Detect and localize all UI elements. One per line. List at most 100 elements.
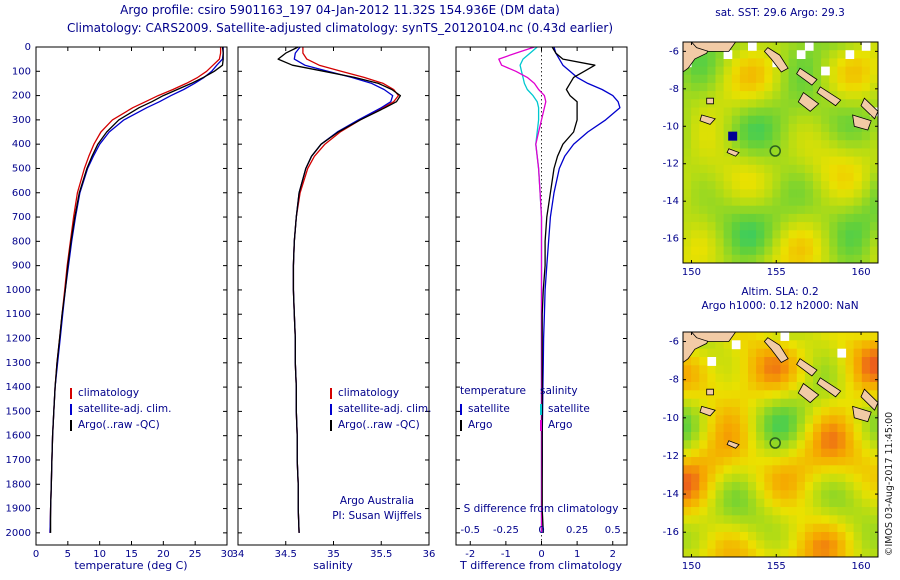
svg-text:1: 1 [574,549,580,560]
coastline [763,337,789,364]
legend-column: salinity satellite Argo [540,385,590,433]
legend-label: Argo [548,419,573,431]
svg-text:155: 155 [767,267,786,278]
coastline [852,405,872,423]
legend-item: Argo(..raw -QC) [70,417,171,433]
legend-line-sample [330,419,332,431]
temperature-profile-panel: 0 5 10 15 20 25 300100200300400500600700800900… [6,42,234,560]
argo-position-marker [769,145,781,157]
t-difference-axis-label: T difference from climatology [460,559,622,572]
coastline [816,377,842,398]
legend-label: satellite-adj. clim. [78,403,172,415]
series-climatology [49,47,222,533]
legend-label: Argo(..raw -QC) [78,419,160,431]
svg-text:5: 5 [65,549,71,560]
annotation-argo-australia: Argo Australia [339,495,415,507]
svg-text:600: 600 [12,188,31,199]
series-satellite-adj-clim- [292,46,394,533]
svg-text:200: 200 [12,91,31,102]
annotation-pi-name: PI: Susan Wijffels [332,510,422,522]
coastline [706,97,714,105]
series-climatology [292,47,400,533]
temperature-axis-label: temperature (deg C) [74,559,188,572]
page-subtitle: Climatology: CARS2009. Satellite-adjuste… [66,21,614,35]
svg-text:150: 150 [682,561,701,572]
svg-text:1800: 1800 [6,479,31,490]
legend-item: satellite [460,401,526,417]
legend-item: climatology [70,385,171,401]
svg-text:0: 0 [538,549,544,560]
svg-text:-6: -6 [669,46,679,57]
legend-temperature: climatology satellite-adj. clim. Argo(..ra… [70,385,171,433]
svg-text:35.5: 35.5 [370,549,392,560]
sst-map-title: sat. SST: 29.6 Argo: 29.3 [715,7,845,19]
coastline [797,92,820,112]
svg-text:-0.25: -0.25 [493,525,519,536]
coastline [796,67,818,86]
legend-item: satellite [540,401,590,417]
s-difference-axis-label: S difference from climatology [463,503,619,515]
sla-map-title: Altim. SLA: 0.2 [741,286,819,298]
svg-text:-10: -10 [663,121,679,132]
legend-line-sample [70,403,72,415]
coastline [852,114,872,131]
svg-text:-12: -12 [663,451,679,462]
sla-map [683,332,878,557]
legend-item: satellite-adj. clim. [330,401,431,417]
coastline [796,358,818,377]
svg-text:1900: 1900 [6,504,31,515]
svg-text:150: 150 [682,267,701,278]
legend-item: satellite-adj. clim. [70,401,171,417]
series-argo-raw-qc- [49,46,224,533]
coastline [699,114,716,125]
svg-text:800: 800 [12,236,31,247]
series-satellite-adj-clim- [49,47,224,533]
coastline [726,148,740,157]
svg-text:-14: -14 [663,489,679,500]
legend-label: Argo(..raw -QC) [338,419,420,431]
imos-watermark: ©IMOS 03-Aug-2017 11:45:00 [884,411,895,556]
coastline [690,42,737,52]
legend-line-sample [330,387,332,399]
sla-map-subtitle: Argo h1000: 0.12 h2000: NaN [701,300,859,312]
argo-position-marker [769,437,781,449]
svg-text:1400: 1400 [6,382,31,393]
coastline [706,388,714,396]
svg-text:900: 900 [12,261,31,272]
legend-line-sample [460,403,462,415]
svg-text:34: 34 [232,549,245,560]
series-s-satellite [519,46,543,533]
svg-text:160: 160 [851,267,870,278]
svg-text:-6: -6 [669,337,679,348]
svg-text:15: 15 [125,549,138,560]
sst-anomaly-cell [728,131,738,141]
legend-line-sample [540,419,542,431]
svg-text:34.5: 34.5 [275,549,297,560]
series-argo-raw-qc- [277,46,402,533]
legend-item: climatology [330,385,431,401]
legend-item: Argo [540,417,590,433]
legend-label: climatology [78,387,140,399]
svg-text:35: 35 [327,549,340,560]
legend-item: Argo [460,417,526,433]
legend-item: Argo(..raw -QC) [330,417,431,433]
coastline [797,382,820,404]
salinity-axis-label: salinity [313,559,353,572]
legend-label: satellite-adj. clim. [338,403,432,415]
svg-text:0: 0 [33,549,39,560]
legend-difference: temperature satellite Argo salinity satellit… [460,385,590,433]
svg-text:1500: 1500 [6,406,31,417]
svg-text:-16: -16 [663,527,679,538]
svg-text:-1: -1 [501,549,511,560]
svg-text:300: 300 [12,115,31,126]
legend-column-header: temperature [460,385,526,397]
legend-line-sample [70,387,72,399]
svg-text:155: 155 [767,561,786,572]
coastline [699,405,716,417]
series-t-satellite [540,46,621,533]
svg-text:-10: -10 [663,413,679,424]
svg-text:2000: 2000 [6,528,31,539]
legend-line-sample [540,403,542,415]
